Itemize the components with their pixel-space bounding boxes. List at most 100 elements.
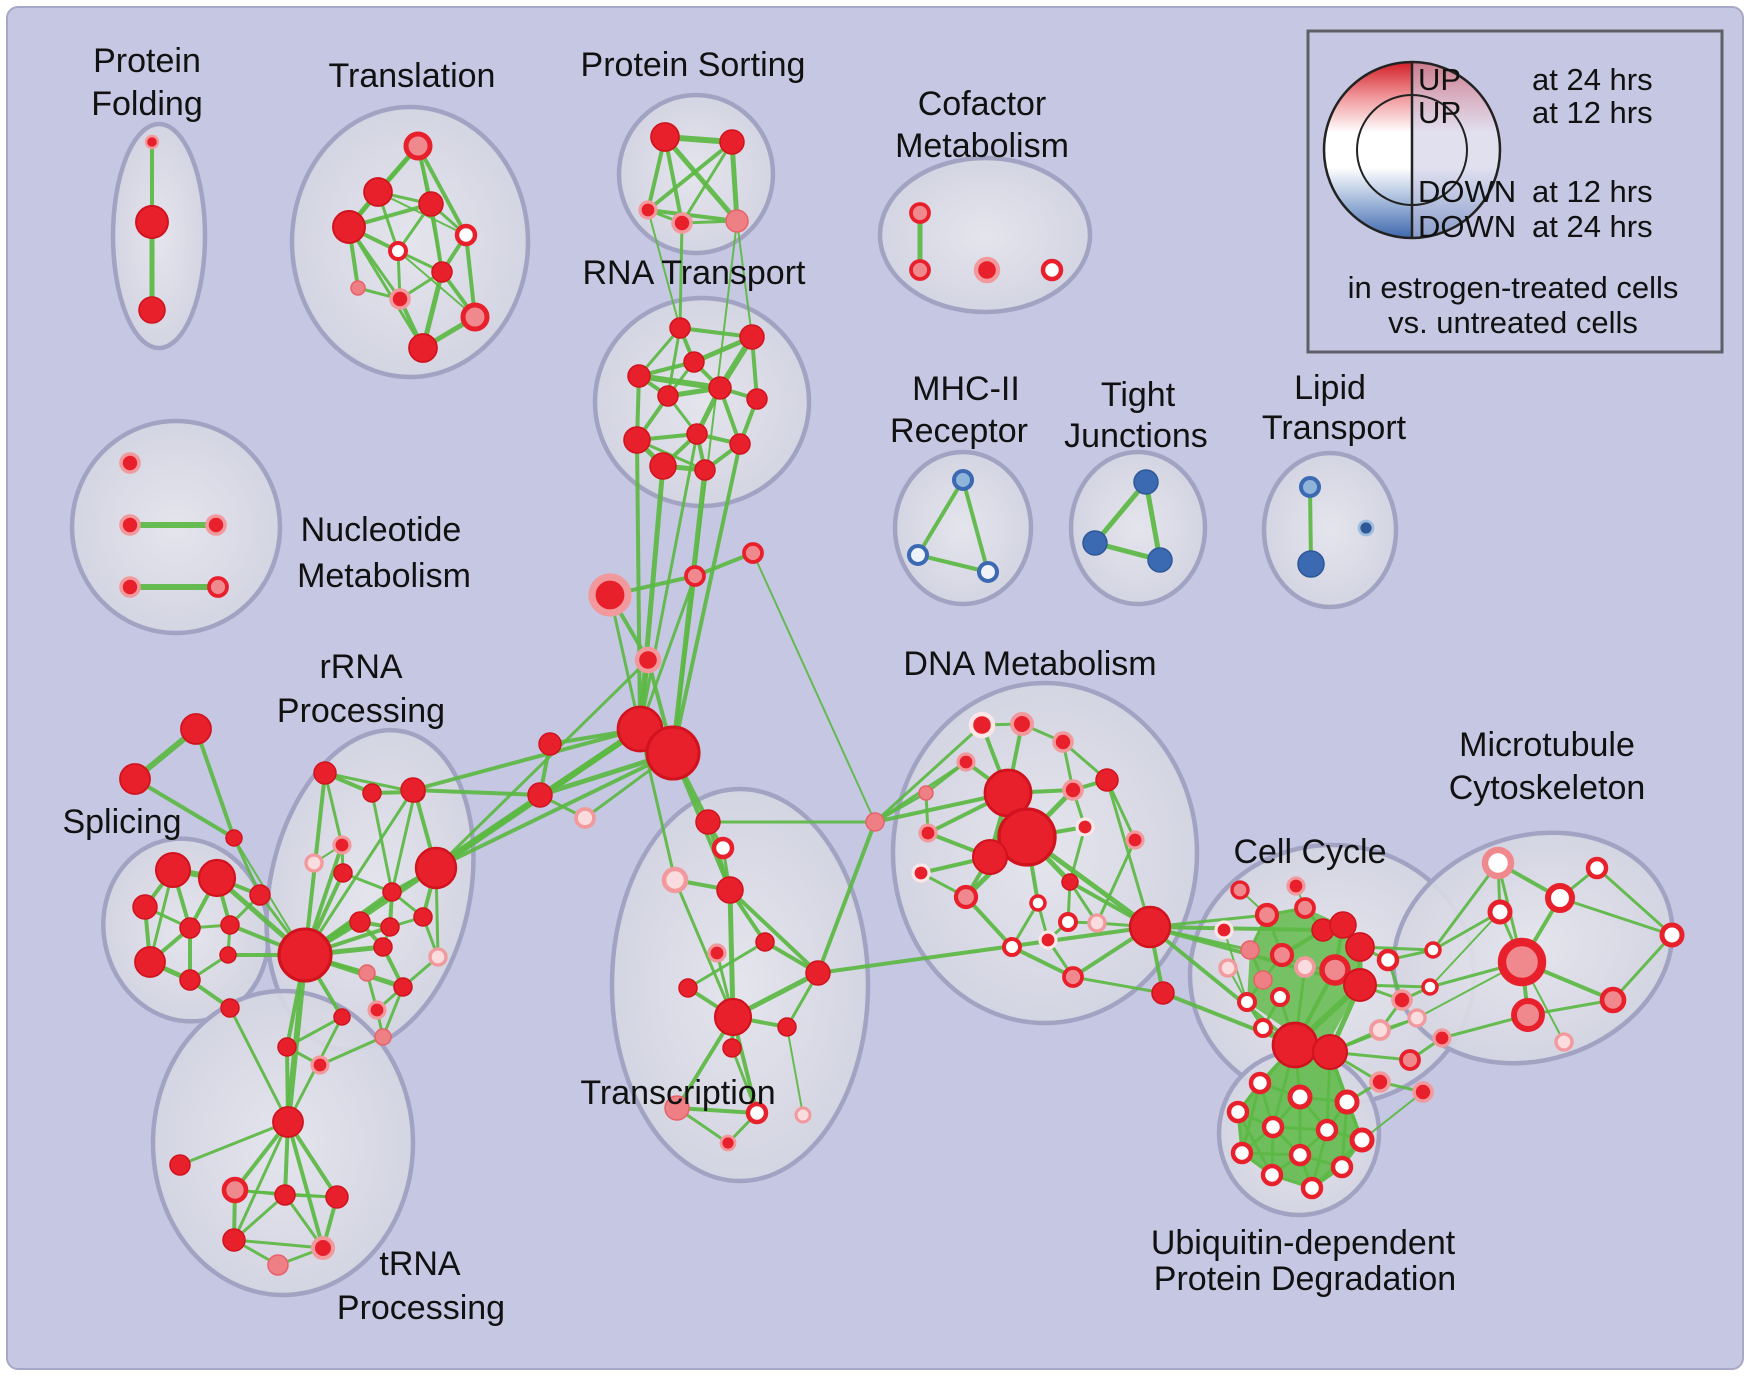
edge (1071, 975, 1165, 995)
node-s-22 (683, 351, 705, 373)
node-rp-147 (1269, 942, 1295, 968)
cluster-ellipse-transcription (609, 786, 871, 1184)
cluster-label-ubiquitin-degradation-line0: Ubiquitin-dependent (1151, 1224, 1456, 1262)
node-s-52 (179, 917, 201, 939)
node-s-61 (225, 829, 243, 847)
node-lp-164 (1218, 958, 1238, 978)
node-rw-189 (1330, 1155, 1354, 1179)
edge (318, 1035, 385, 1067)
node-rw-191 (1300, 1176, 1324, 1200)
node-s-28 (729, 433, 751, 455)
node-pr-128 (1062, 779, 1084, 801)
node-lp-159 (1369, 1019, 1391, 1041)
node-s-15 (719, 129, 745, 155)
legend-time-label: at 12 hrs (1532, 174, 1653, 209)
edge (666, 326, 682, 398)
cluster-label-tight-junctions-line0: Tight (1101, 376, 1176, 414)
legend-direction-label: DOWN (1418, 209, 1516, 244)
cluster-label-trna-processing-line1: Processing (337, 1289, 505, 1327)
node-s-1 (135, 205, 169, 239)
node-pr-38 (119, 576, 141, 598)
node-rw-182 (1334, 1089, 1360, 1115)
edge (1092, 479, 1149, 546)
cluster-label-protein-sorting-line0: Protein Sorting (581, 46, 806, 84)
edge (303, 788, 415, 957)
node-rp-93 (742, 542, 764, 564)
edge (1143, 479, 1163, 563)
cluster-label-ubiquitin-degradation-line1: Protein Degradation (1154, 1260, 1456, 1298)
edge (961, 478, 990, 574)
node-pk-76 (358, 964, 376, 982)
node-pk-151 (1253, 970, 1273, 990)
legend-ring-faded-half (1412, 62, 1500, 238)
cluster-label-rrna-processing-line0: rRNA (319, 648, 402, 686)
network-nodes (119, 122, 1685, 1276)
edge (194, 727, 236, 840)
node-rw-134 (1029, 894, 1047, 912)
node-s-156 (1311, 1033, 1349, 1071)
node-s-86 (274, 1184, 296, 1206)
node-rw-166 (1421, 978, 1439, 996)
edge (390, 790, 417, 894)
node-wr-163 (1214, 920, 1234, 940)
node-s-74 (373, 937, 393, 957)
edge (916, 478, 965, 557)
edge (323, 771, 344, 847)
node-s-107 (678, 978, 698, 998)
cluster-label-tight-junctions-line1: Junctions (1064, 417, 1208, 455)
node-bl-40 (951, 468, 975, 492)
cluster-label-cofactor-metabolism-line1: Metabolism (895, 127, 1069, 165)
node-pr-82 (310, 1055, 330, 1075)
cluster-label-trna-processing-line0: tRNA (379, 1245, 461, 1283)
node-lp-114 (794, 1106, 812, 1124)
cluster-ellipse-cofactor-metabolism (877, 155, 1093, 315)
node-pw-169 (1481, 846, 1515, 880)
node-pr-66 (332, 835, 352, 855)
edge (873, 791, 928, 824)
legend: UP at 24 hrs UP at 12 hrs DOWN at 12 hrs DOWN a… (1306, 29, 1724, 354)
node-rw-34 (1040, 258, 1064, 282)
node-lp-103 (661, 866, 689, 894)
node-pr-168 (1432, 1028, 1452, 1048)
node-rp-132 (953, 884, 979, 910)
node-s-24 (708, 376, 732, 400)
node-s-57 (249, 884, 271, 906)
edge (1361, 1091, 1424, 1141)
node-s-144 (1329, 911, 1357, 939)
node-s-98 (527, 782, 553, 808)
cluster-label-nucleotide-metabolism-line1: Metabolism (297, 557, 471, 595)
edge (434, 658, 650, 870)
node-s-58 (220, 998, 240, 1018)
node-pr-89 (311, 1236, 335, 1260)
node-wr-124 (911, 863, 931, 883)
edge (647, 209, 681, 329)
edge (680, 140, 734, 225)
cluster-labels: Protein Folding Translation Protein Sorting… (62, 42, 1645, 1327)
edge (1611, 933, 1674, 1002)
node-s-69 (414, 846, 458, 890)
edge (232, 1238, 325, 1250)
node-lp-67 (304, 853, 324, 873)
edge (686, 940, 767, 990)
node-rw-102 (711, 836, 735, 860)
node-rp-32 (909, 259, 931, 281)
node-bw-42 (976, 560, 1000, 584)
edge (411, 788, 542, 797)
legend-time-label: at 24 hrs (1532, 62, 1653, 97)
node-s-4 (363, 177, 393, 207)
node-pr-130 (1125, 830, 1145, 850)
node-s-140 (1151, 981, 1175, 1005)
node-rp-31 (909, 202, 931, 224)
node-s-64 (362, 783, 382, 803)
node-pr-35 (119, 452, 141, 474)
node-s-26 (623, 426, 651, 454)
node-rw-184 (1261, 1115, 1285, 1139)
node-s-68 (333, 863, 353, 883)
edge (736, 220, 753, 338)
node-s-88 (222, 1228, 246, 1252)
node-pr-119 (1052, 731, 1074, 753)
edge (1558, 896, 1674, 937)
node-rp-85 (221, 1176, 249, 1204)
